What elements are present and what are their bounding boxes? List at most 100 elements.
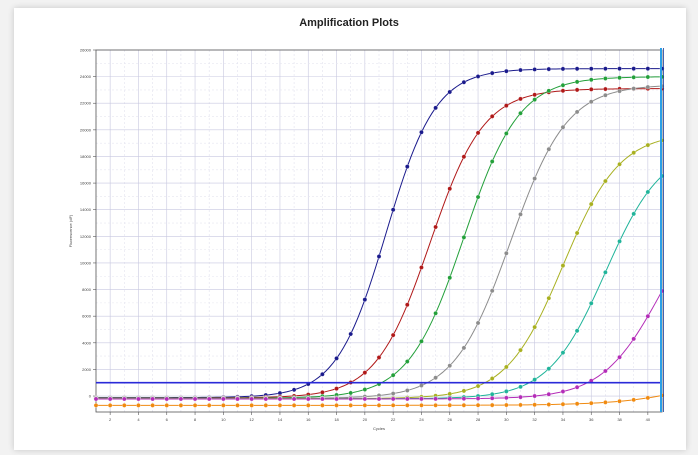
data-point [376,396,382,402]
data-point [532,92,537,98]
data-point [150,403,155,408]
data-point [376,355,382,360]
data-point [447,275,452,280]
data-point [631,336,636,342]
x-tick-label: 12 [249,417,254,422]
data-point [489,159,495,164]
data-point [617,354,622,360]
data-point [645,66,651,71]
x-tick-label: 2 [109,417,112,422]
x-tick-label: 38 [617,417,622,422]
data-point [546,146,552,152]
data-point [560,263,566,268]
data-point [405,396,410,402]
data-point [489,376,495,381]
data-point [235,396,240,402]
y-tick-label: 16000 [80,181,92,186]
x-tick-label: 26 [448,417,453,422]
data-point [504,402,509,408]
data-point [475,194,481,200]
data-point [475,74,481,79]
data-point [107,396,113,402]
x-tick-label: 14 [278,417,283,422]
data-point [362,370,368,375]
data-point [574,109,580,115]
series-7 [93,288,665,402]
data-point [305,396,311,402]
x-tick-label: 30 [504,417,509,422]
data-point [419,396,424,402]
data-point [489,402,495,408]
data-point [532,377,537,382]
data-point [546,366,552,371]
data-point [504,395,509,401]
data-point [461,79,467,85]
y-tick-label: 8000 [82,287,92,292]
data-point [291,387,297,393]
data-point [433,224,438,230]
data-point [390,372,396,378]
data-point [546,88,552,94]
data-point [433,396,438,402]
data-point [93,396,99,402]
data-point [631,150,636,155]
data-point [263,403,269,408]
data-point [603,86,608,92]
data-point [475,383,481,389]
data-point [447,186,452,191]
data-point [603,400,608,405]
data-point [504,364,509,370]
data-point [405,164,410,169]
data-point [589,400,594,406]
x-tick-label: 6 [166,417,169,422]
chart-title: Amplification Plots [299,17,399,29]
data-point [461,396,467,401]
data-point [461,345,467,351]
data-point [461,235,467,240]
data-point [504,251,509,256]
data-point [504,389,509,394]
data-point [589,66,594,71]
data-point [489,395,495,401]
data-point [376,254,382,259]
data-point [136,396,141,402]
data-point [221,396,226,402]
data-point [504,131,509,136]
y-tick-label: 10000 [80,260,92,265]
data-point [574,230,580,236]
data-point [546,66,552,72]
data-point [574,87,580,93]
data-point [433,403,438,408]
data-point [136,403,141,408]
data-point [362,387,368,392]
data-point [603,66,608,71]
x-tick-label: 40 [646,417,651,422]
data-point [164,396,169,402]
data-point [405,302,410,308]
data-point [532,324,537,330]
data-point [645,142,651,148]
data-point [603,76,608,81]
data-point [617,239,622,244]
data-point [489,114,495,119]
data-point [475,396,481,401]
data-point [603,270,608,275]
data-point [433,375,438,380]
data-point [560,401,566,407]
data-point [348,403,353,408]
data-point [447,89,452,95]
data-point [475,402,481,408]
x-tick-label: 24 [419,417,424,422]
data-point [235,403,240,408]
data-point [574,79,580,85]
data-point [164,403,169,408]
y-tick-label: 24000 [80,74,92,79]
data-point [560,124,566,130]
data-point [589,99,594,105]
data-point [518,347,523,353]
data-point [93,403,99,408]
x-tick-label: 18 [334,417,339,422]
data-point [645,395,651,401]
data-point [589,87,594,92]
data-point [532,97,537,102]
